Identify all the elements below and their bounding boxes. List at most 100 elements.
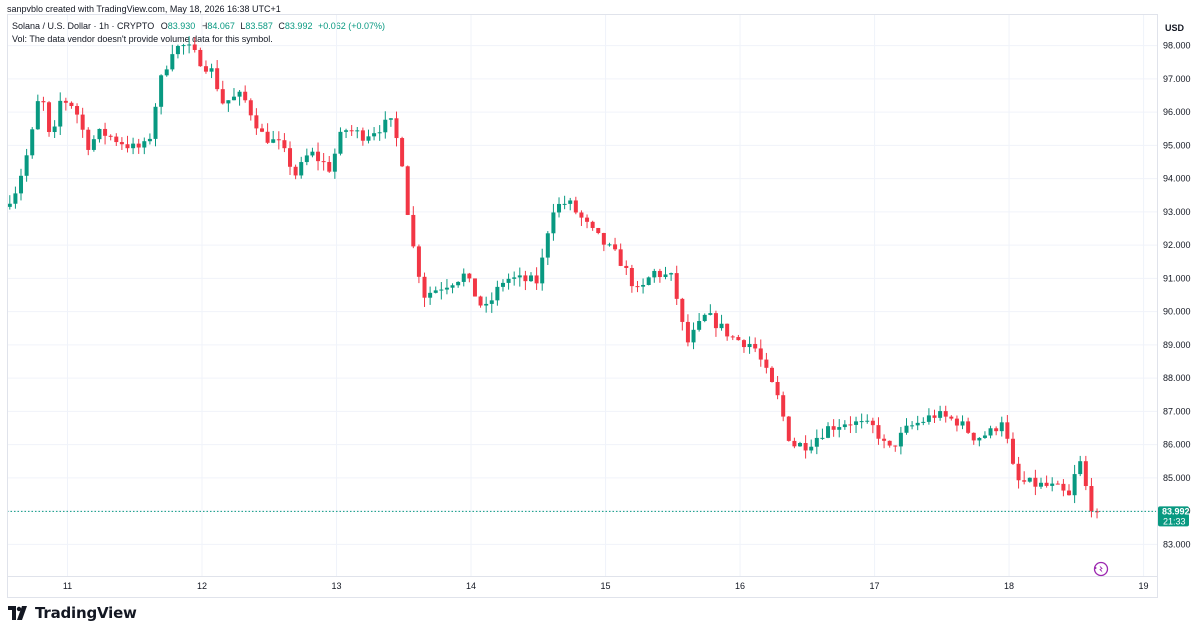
candle (529, 272, 534, 282)
candle (697, 313, 702, 332)
candle (798, 441, 803, 447)
candle (271, 130, 276, 144)
candle (573, 196, 578, 215)
candle (809, 439, 814, 454)
candle (41, 96, 46, 111)
time-axis[interactable]: 11 12 13 14 15 16 17 18 19 (63, 581, 1149, 591)
candle (954, 415, 959, 432)
candle (713, 310, 718, 337)
candle (641, 278, 646, 294)
candle (332, 148, 337, 179)
symbol-title[interactable]: Solana / U.S. Dollar · 1h · CRYPTO (12, 21, 155, 31)
currency-label: USD (1165, 23, 1185, 33)
x-tick-label: 14 (466, 581, 476, 591)
candle (540, 248, 545, 291)
y-tick-label: 94.000 (1163, 174, 1191, 184)
candle (411, 206, 416, 249)
candle (663, 266, 668, 280)
candle (321, 153, 326, 171)
candle (943, 405, 948, 423)
open-value: 83.930 (167, 21, 196, 31)
candle (433, 286, 438, 294)
candle (870, 417, 875, 434)
candle (131, 137, 136, 155)
x-tick-label: 13 (332, 581, 342, 591)
candle (814, 429, 819, 455)
x-tick-label: 12 (197, 581, 207, 591)
candle (444, 279, 449, 295)
candle (394, 111, 399, 147)
candle (915, 415, 920, 431)
tradingview-logo[interactable]: TradingView (8, 604, 137, 622)
candle (719, 314, 724, 331)
candle (276, 131, 281, 150)
candle (607, 242, 612, 247)
candle (932, 409, 937, 423)
close-label: C (278, 21, 285, 31)
candle (187, 36, 192, 54)
candle (562, 195, 567, 210)
volume-note: Vol: The data vendor doesn't provide vol… (12, 34, 273, 44)
candle (1072, 464, 1077, 504)
price-axis[interactable]: 83.00084.00085.00086.00087.00088.00089.0… (1163, 41, 1191, 550)
candle (355, 126, 360, 139)
candle (702, 313, 707, 323)
candle (136, 138, 141, 154)
candle (388, 118, 393, 127)
low-label: L (240, 21, 246, 31)
candle (360, 127, 365, 146)
candle (422, 272, 427, 307)
y-tick-label: 86.000 (1163, 440, 1191, 450)
x-tick-label: 19 (1139, 581, 1149, 591)
candle (30, 127, 35, 159)
candle (209, 63, 214, 79)
candle (327, 156, 332, 173)
candle (1078, 455, 1083, 477)
candle (904, 418, 909, 435)
quick-action-icon[interactable] (1093, 561, 1109, 577)
candle (24, 148, 29, 182)
candle (181, 43, 186, 55)
candle (484, 296, 489, 313)
candle (299, 156, 304, 179)
x-tick-label: 15 (601, 581, 611, 591)
candle (669, 272, 674, 281)
countdown-timer: 21:33 (1163, 516, 1186, 526)
candle (226, 100, 231, 112)
candle (58, 92, 63, 135)
candle (949, 415, 954, 421)
candle (366, 129, 371, 144)
candle (489, 292, 494, 313)
candle (220, 80, 225, 105)
candle (999, 416, 1004, 437)
candle (803, 435, 808, 459)
candle (69, 101, 74, 109)
candle (125, 135, 130, 153)
candle (1083, 455, 1088, 491)
candle (848, 416, 853, 434)
candle (865, 414, 870, 424)
candle (893, 445, 898, 452)
y-tick-label: 90.000 (1163, 307, 1191, 317)
candle (377, 125, 382, 141)
candle (1044, 475, 1049, 488)
candle (400, 136, 405, 168)
candle (1016, 456, 1021, 489)
y-tick-label: 89.000 (1163, 340, 1191, 350)
candle (97, 128, 102, 143)
candle (170, 44, 175, 72)
candle (545, 231, 550, 266)
candle (142, 137, 147, 155)
candle (1067, 484, 1072, 496)
candle (7, 195, 12, 210)
candlestick-chart[interactable]: USD 83.00084.00085.00086.00087.00088.000… (0, 0, 1200, 600)
last-price-badge: 83.992 21:33 (1158, 506, 1190, 527)
last-price-value: 83.992 (1162, 506, 1190, 516)
candle (19, 168, 24, 201)
candle (781, 391, 786, 422)
candle (601, 232, 606, 252)
candle (758, 339, 763, 367)
candle (708, 304, 713, 316)
candle (618, 243, 623, 267)
candle (243, 85, 248, 103)
